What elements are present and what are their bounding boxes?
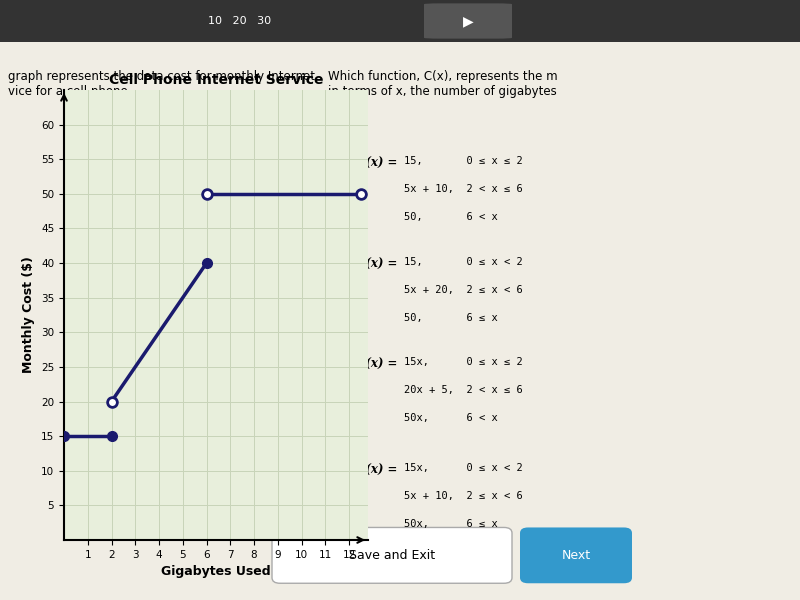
Text: C(x) =: C(x) = <box>356 463 398 476</box>
Text: graph represents the data cost for monthly Internet
vice for a cell phone.: graph represents the data cost for month… <box>8 70 315 98</box>
FancyBboxPatch shape <box>520 527 632 583</box>
Y-axis label: Monthly Cost ($): Monthly Cost ($) <box>22 257 35 373</box>
FancyBboxPatch shape <box>272 527 512 583</box>
Text: ▲: ▲ <box>328 245 335 256</box>
Text: 10   20   30: 10 20 30 <box>209 16 271 26</box>
Text: C(x) =: C(x) = <box>356 157 398 169</box>
Text: Next: Next <box>562 549 590 562</box>
Text: ▶: ▶ <box>462 14 474 28</box>
FancyBboxPatch shape <box>424 4 512 38</box>
Text: 5x + 10,  2 < x ≤ 6: 5x + 10, 2 < x ≤ 6 <box>404 184 522 194</box>
Text: 50,       6 < x: 50, 6 < x <box>404 212 498 222</box>
Text: 50x,      6 < x: 50x, 6 < x <box>404 413 498 423</box>
Text: 15x,      0 ≤ x ≤ 2: 15x, 0 ≤ x ≤ 2 <box>404 357 522 367</box>
Title: Cell Phone Internet Service: Cell Phone Internet Service <box>109 73 323 88</box>
Text: 15,       0 ≤ x < 2: 15, 0 ≤ x < 2 <box>404 257 522 267</box>
Text: 5x + 10,  2 ≤ x < 6: 5x + 10, 2 ≤ x < 6 <box>404 491 522 501</box>
Text: 15x,      0 ≤ x < 2: 15x, 0 ≤ x < 2 <box>404 463 522 473</box>
Text: 20x + 5,  2 < x ≤ 6: 20x + 5, 2 < x ≤ 6 <box>404 385 522 395</box>
Text: C(x) =: C(x) = <box>356 357 398 370</box>
X-axis label: Gigabytes Used: Gigabytes Used <box>161 565 271 578</box>
Text: Which function, C(x), represents the m
in terms of x, the number of gigabytes: Which function, C(x), represents the m i… <box>328 70 558 98</box>
Text: 5x + 20,  2 ≤ x < 6: 5x + 20, 2 ≤ x < 6 <box>404 285 522 295</box>
Text: 15,       0 ≤ x ≤ 2: 15, 0 ≤ x ≤ 2 <box>404 157 522 166</box>
Text: 50x,      6 ≤ x: 50x, 6 ≤ x <box>404 519 498 529</box>
Text: C(x) =: C(x) = <box>356 257 398 270</box>
Text: 50,       6 ≤ x: 50, 6 ≤ x <box>404 313 498 323</box>
Text: Save and Exit: Save and Exit <box>349 549 435 562</box>
